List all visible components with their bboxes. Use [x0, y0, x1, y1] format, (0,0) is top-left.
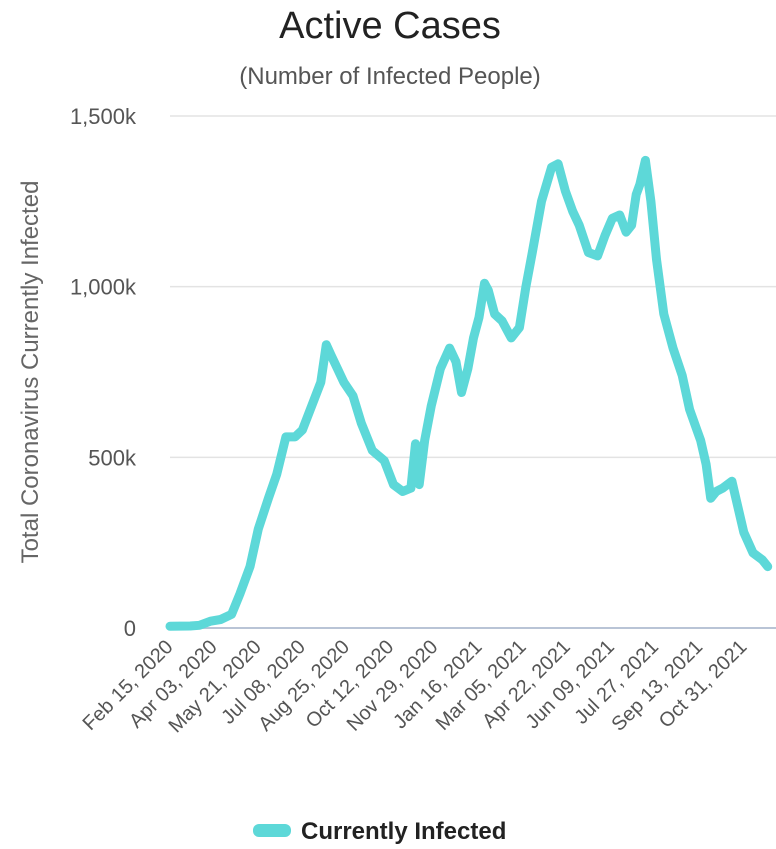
data-point	[603, 233, 607, 238]
data-point	[751, 550, 755, 555]
data-point	[429, 404, 434, 409]
data-point	[237, 591, 242, 596]
data-point	[634, 192, 639, 197]
data-point	[218, 617, 223, 622]
data-point	[714, 489, 719, 494]
data-point	[523, 284, 528, 289]
data-point	[654, 257, 659, 262]
data-point	[391, 482, 396, 487]
y-tick-labels: 0 500k 1,000k 1,500k	[70, 104, 137, 641]
data-point	[530, 250, 535, 255]
data-point	[266, 496, 271, 501]
data-point	[188, 624, 193, 628]
data-point	[328, 352, 333, 357]
data-point	[471, 335, 476, 340]
data-point	[760, 557, 765, 562]
data-point	[549, 165, 554, 170]
data-point	[359, 421, 364, 426]
data-point	[720, 486, 725, 491]
data-point	[563, 189, 568, 194]
data-point	[318, 380, 323, 385]
data-point	[454, 359, 458, 364]
data-point	[382, 458, 387, 463]
legend-swatch-currently-infected	[253, 824, 291, 837]
data-point	[208, 619, 213, 624]
data-point	[400, 489, 405, 494]
data-point	[556, 161, 561, 166]
y-tick-label: 1,000k	[70, 275, 137, 300]
data-point	[741, 530, 746, 535]
data-point	[408, 486, 413, 491]
y-tick-label: 0	[124, 616, 136, 641]
data-point	[500, 318, 504, 323]
data-point	[729, 479, 734, 484]
data-point	[509, 335, 514, 340]
data-point	[486, 288, 491, 293]
data-point	[694, 428, 699, 432]
data-point	[610, 216, 615, 221]
data-point	[687, 407, 692, 412]
data-point	[324, 342, 329, 347]
data-point	[680, 373, 685, 378]
data-point	[283, 434, 288, 439]
chart-title: Active Cases	[279, 5, 501, 47]
data-point	[648, 199, 653, 204]
data-point	[595, 253, 600, 258]
data-point	[765, 564, 770, 569]
data-point	[517, 325, 522, 330]
data-point	[309, 404, 314, 409]
data-point	[586, 250, 591, 255]
grid-lines	[170, 115, 776, 629]
data-point	[168, 624, 172, 629]
series-layer	[165, 155, 773, 631]
data-point	[341, 380, 346, 385]
data-point	[370, 448, 375, 453]
data-point	[624, 230, 629, 235]
data-point	[661, 312, 666, 316]
data-point	[637, 182, 642, 187]
data-point	[577, 223, 582, 228]
data-point	[197, 623, 202, 628]
data-point	[671, 346, 675, 351]
data-point	[477, 315, 481, 320]
chart-subtitle: (Number of Infected People)	[239, 63, 541, 90]
data-point	[413, 441, 418, 446]
y-axis-label: Total Coronavirus Currently Infected	[17, 181, 44, 564]
data-point	[617, 213, 622, 217]
legend[interactable]: Currently Infected	[253, 818, 506, 845]
data-point	[335, 366, 340, 371]
data-point	[539, 199, 544, 204]
data-point	[300, 428, 305, 432]
data-point	[459, 390, 464, 395]
data-point	[465, 366, 470, 371]
data-point	[256, 527, 261, 531]
data-point	[643, 158, 648, 163]
data-point	[570, 209, 575, 214]
data-point	[351, 393, 355, 398]
data-point	[704, 462, 709, 467]
data-point	[492, 312, 497, 316]
data-point	[447, 346, 452, 351]
data-point	[629, 223, 634, 228]
y-tick-label: 1,500k	[70, 104, 137, 129]
data-point	[229, 612, 234, 617]
data-point	[438, 366, 443, 371]
data-point	[274, 472, 279, 477]
data-point	[698, 438, 703, 443]
data-point	[708, 496, 713, 501]
data-point	[293, 434, 298, 439]
data-point	[422, 438, 427, 443]
series-line-currently-infected	[165, 155, 773, 631]
y-tick-label: 500k	[88, 445, 137, 470]
data-point	[417, 482, 422, 487]
data-point	[248, 564, 252, 569]
data-point	[482, 281, 487, 286]
legend-label-currently-infected: Currently Infected	[301, 818, 506, 845]
